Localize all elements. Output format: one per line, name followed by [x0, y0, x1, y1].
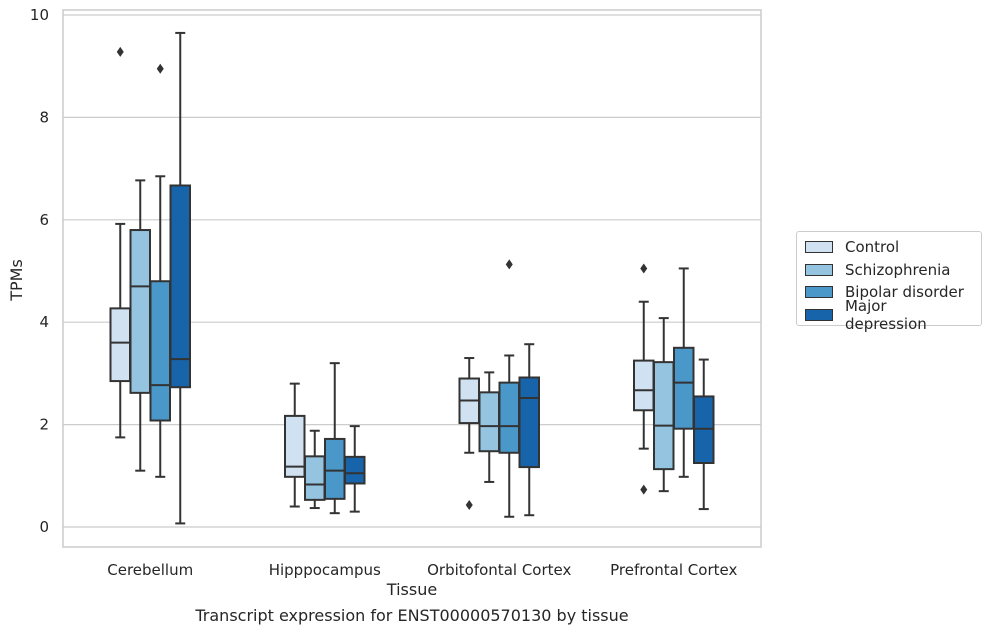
y-tick-label: 4 [39, 313, 49, 331]
x-tick-labels: Cerebellum Hipppocampus Orbitofontal Corte… [107, 561, 737, 579]
box-2-2 [498, 259, 520, 518]
outlier-point [640, 484, 648, 495]
legend-label-bipolar-disorder: Bipolar disorder [845, 283, 964, 302]
legend-item-major-depression: Major depression [805, 297, 973, 333]
legend-swatch-major-depression [805, 308, 833, 321]
box-0-0 [109, 222, 131, 439]
y-tick-label: 10 [30, 6, 49, 24]
box-3-3 [693, 358, 715, 511]
box-body [324, 437, 346, 500]
box-2-0 [458, 357, 480, 510]
box-body [284, 414, 306, 478]
box-body [693, 395, 715, 464]
x-tick-label: Prefrontal Cortex [610, 561, 737, 579]
box-body [478, 391, 500, 453]
box-0-3 [169, 31, 191, 525]
box-0-1 [129, 179, 151, 472]
box-1-3 [344, 425, 366, 513]
outlier-point [156, 63, 164, 74]
plot-frame [62, 9, 762, 548]
box-1-2 [324, 362, 346, 515]
box-1-0 [284, 382, 306, 508]
figure-caption: Transcript expression for ENST0000057013… [195, 606, 629, 625]
box-body [344, 455, 366, 485]
x-tick-label: Hipppocampus [269, 561, 381, 579]
outlier-point [116, 46, 124, 57]
box-series [109, 31, 715, 525]
box-body [498, 381, 520, 454]
box-body [673, 346, 695, 430]
y-tick-label: 0 [39, 518, 49, 536]
box-body [633, 359, 655, 412]
legend-label-major-depression: Major depression [844, 296, 927, 333]
outlier-point [640, 263, 648, 274]
legend-label-schizophrenia: Schizophrenia [845, 260, 951, 279]
box-3-0 [633, 263, 655, 495]
legend-item-control: Control [805, 236, 973, 259]
box-3-1 [653, 317, 675, 493]
y-tick-label: 6 [39, 211, 49, 229]
legend-swatch-schizophrenia [805, 263, 833, 276]
box-body [149, 280, 171, 422]
box-2-1 [478, 371, 500, 483]
box-body [109, 307, 131, 383]
box-body [653, 361, 675, 471]
legend: Control Schizophrenia Bipolar disorder M… [796, 231, 982, 333]
y-tick-labels: 0 2 4 6 8 10 [30, 6, 49, 536]
y-tick-label: 8 [39, 108, 49, 126]
box-body [304, 455, 326, 501]
legend-label-control: Control [845, 238, 900, 257]
box-body [169, 184, 191, 389]
legend-swatch-control [805, 241, 833, 254]
x-axis-label: Tissue [386, 580, 437, 599]
y-tick-label: 2 [39, 416, 49, 434]
x-tick-label: Cerebellum [107, 561, 193, 579]
legend-item-bipolar-disorder: Bipolar disorder [805, 281, 973, 304]
box-1-1 [304, 429, 326, 510]
box-body [129, 229, 151, 394]
box-0-2 [149, 63, 171, 478]
x-tick-label: Orbitofontal Cortex [427, 561, 571, 579]
outlier-point [465, 499, 473, 510]
legend-swatch-bipolar-disorder [805, 286, 833, 299]
legend-item-schizophrenia: Schizophrenia [805, 259, 973, 282]
box-2-3 [518, 343, 540, 517]
outlier-point [505, 259, 513, 270]
y-axis-label: TPMs [7, 259, 26, 302]
box-3-2 [673, 267, 695, 478]
box-body [518, 376, 540, 469]
